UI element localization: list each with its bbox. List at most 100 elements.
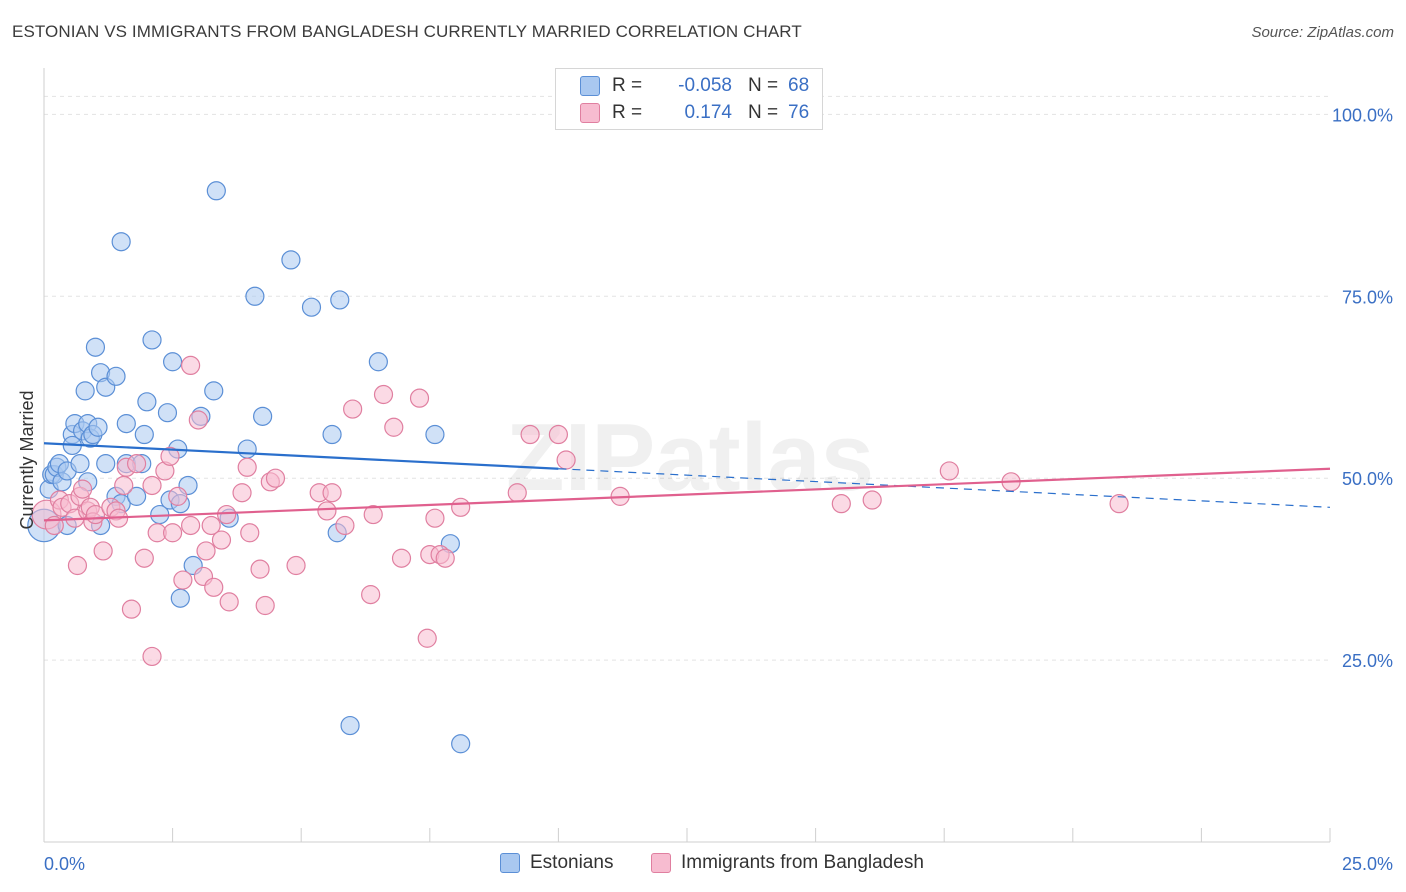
data-point [121, 599, 142, 619]
data-point [188, 410, 208, 430]
data-point [250, 559, 270, 579]
data-point [435, 548, 455, 568]
data-point [343, 399, 363, 419]
data-point [168, 486, 188, 506]
stats-swatch-estonians [580, 76, 600, 96]
data-point [157, 403, 178, 423]
data-point [245, 286, 265, 306]
y-axis-label: Currently Married [17, 390, 37, 529]
data-point [255, 595, 275, 616]
legend-item-bangladesh[interactable]: Immigrants from Bangladesh [651, 852, 924, 874]
data-point [181, 515, 201, 536]
data-point [126, 454, 147, 474]
stats-row-bangladesh: R = 0.174 N = 76 [580, 100, 809, 126]
data-point [548, 424, 569, 445]
data-point [417, 628, 437, 648]
x-tick-label-max: 25.0% [1342, 854, 1393, 874]
legend-label-estonians: Estonians [530, 852, 614, 873]
axes [43, 68, 1331, 843]
r-value: -0.058 [678, 75, 732, 96]
data-points [27, 181, 1129, 754]
legend-label-bangladesh: Immigrants from Bangladesh [681, 852, 924, 873]
data-point [556, 450, 576, 470]
data-point [111, 232, 131, 252]
data-point [317, 501, 337, 521]
data-point [173, 570, 193, 590]
n-value: 76 [788, 102, 810, 123]
data-point [391, 548, 412, 568]
data-point [142, 330, 162, 350]
data-point [163, 352, 183, 372]
data-point [134, 424, 154, 445]
y-tick-label: 50.0% [1342, 469, 1393, 489]
data-point [93, 541, 113, 561]
trend-line-extension-0 [558, 468, 1331, 508]
data-point [206, 181, 226, 201]
data-point [116, 414, 136, 434]
stats-row-estonians: R = -0.058 N = 68 [580, 73, 809, 99]
data-point [939, 461, 959, 481]
data-point [322, 424, 342, 445]
data-point [237, 457, 257, 477]
data-point [163, 523, 183, 543]
chart-title: ESTONIAN VS IMMIGRANTS FROM BANGLADESH C… [12, 22, 802, 41]
data-point [196, 541, 216, 561]
data-point [142, 646, 162, 667]
n-label: N = [748, 102, 779, 123]
r-label: R = [612, 102, 643, 123]
data-point [126, 486, 147, 506]
data-point [170, 588, 190, 608]
data-point [106, 366, 126, 386]
trend-line-1 [43, 467, 1331, 522]
data-point [96, 454, 116, 474]
data-point [301, 297, 322, 317]
data-point [451, 497, 471, 517]
data-point [240, 523, 260, 543]
r-value: 0.174 [684, 102, 732, 123]
data-point [85, 337, 106, 357]
data-point [363, 504, 383, 525]
r-label: R = [612, 75, 643, 96]
data-point [67, 555, 88, 576]
data-point [237, 439, 257, 459]
data-point [520, 424, 540, 445]
data-point [373, 384, 394, 405]
stats-box: R = -0.058 N = 68 R = 0.174 N = 76 [555, 68, 823, 130]
n-value: 68 [788, 75, 810, 96]
data-point [232, 483, 252, 503]
data-point [335, 515, 355, 536]
trend-line-0 [43, 442, 559, 470]
tick-labels: 25.0% 50.0% 75.0% 100.0% 0.0% 25.0% Currently … [17, 105, 1393, 874]
data-point [831, 494, 851, 514]
data-point [211, 530, 232, 550]
y-tick-label: 25.0% [1342, 651, 1393, 671]
data-point [219, 592, 239, 612]
data-point [322, 483, 342, 503]
data-point [409, 388, 430, 408]
data-point [368, 352, 388, 372]
series-bangladesh [31, 355, 1129, 667]
data-point [862, 490, 882, 510]
data-point [286, 555, 306, 576]
source-label: Source: ZipAtlas.com [1251, 24, 1394, 41]
data-point [201, 515, 221, 536]
data-point [204, 577, 224, 597]
data-point [72, 479, 93, 499]
data-point [451, 734, 471, 754]
data-point [70, 454, 90, 474]
data-point [425, 508, 445, 528]
data-point [88, 417, 108, 437]
legend-swatch-estonians [500, 853, 520, 873]
stats-swatch-bangladesh [580, 103, 600, 123]
x-tick-label-min: 0.0% [44, 854, 85, 874]
data-point [75, 381, 95, 401]
legend: Estonians Immigrants from Bangladesh [0, 852, 1406, 880]
data-point [134, 548, 154, 568]
data-point [142, 475, 162, 496]
data-point [217, 504, 237, 525]
data-point [507, 483, 527, 503]
data-point [265, 468, 286, 488]
legend-item-estonians[interactable]: Estonians [500, 852, 613, 874]
data-point [330, 290, 350, 310]
data-point [425, 424, 445, 445]
